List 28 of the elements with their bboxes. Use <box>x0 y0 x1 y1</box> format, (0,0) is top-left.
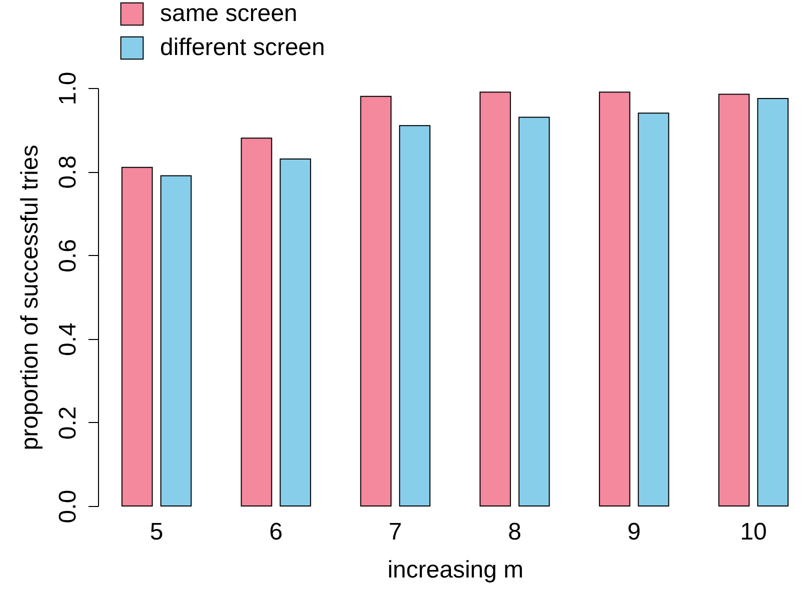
x-tick-label: 9 <box>627 518 641 546</box>
bar <box>718 94 750 506</box>
bar <box>638 112 670 506</box>
x-tick-label: 6 <box>269 518 283 546</box>
y-tick-label: 0.6 <box>54 239 82 272</box>
x-tick-label: 10 <box>740 518 767 546</box>
legend-label: different screen <box>160 34 325 61</box>
y-tick-label: 0.4 <box>54 322 82 356</box>
y-tick-label: 1.0 <box>54 72 82 106</box>
x-tick-label: 8 <box>508 518 522 546</box>
bar <box>598 92 630 506</box>
y-tick-label: 0.0 <box>54 490 82 524</box>
bar <box>160 175 192 506</box>
bar <box>518 116 550 506</box>
bar <box>121 166 153 506</box>
y-axis-title: proportion of successful tries <box>16 144 44 450</box>
bar <box>399 125 430 506</box>
bar <box>757 98 789 506</box>
x-axis-title: increasing m <box>387 556 524 584</box>
legend-label: same screen <box>160 0 298 27</box>
bar <box>480 92 511 506</box>
y-tick-label: 0.8 <box>54 155 82 189</box>
bar <box>360 96 392 506</box>
y-tick-label: 0.2 <box>54 406 82 440</box>
bar <box>280 158 312 506</box>
bar <box>240 138 272 506</box>
x-tick-label: 7 <box>388 518 402 546</box>
x-tick-label: 5 <box>150 518 164 546</box>
